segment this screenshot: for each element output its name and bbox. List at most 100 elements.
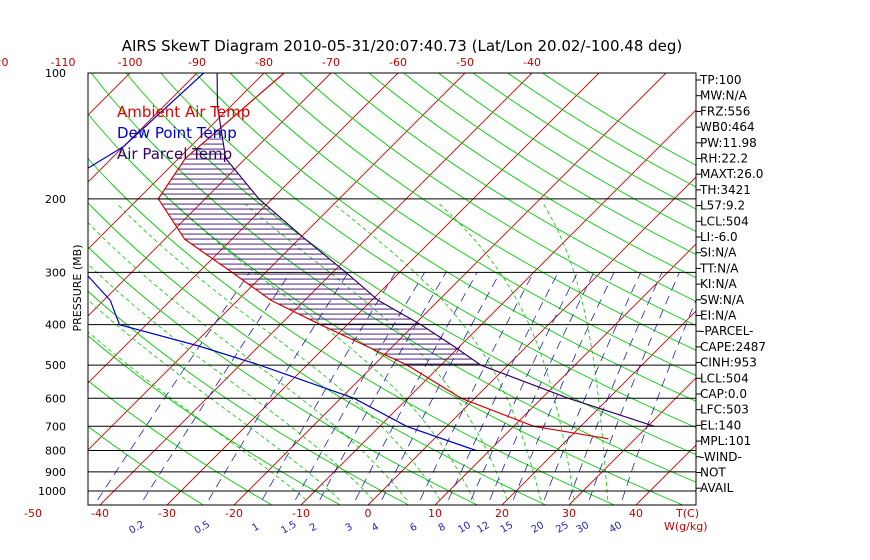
top-temp-tick-label: -100 xyxy=(118,56,143,69)
mixing-ratio-tick-label: 15 xyxy=(499,520,516,536)
y-axis-label: PRESSURE (MB) xyxy=(71,245,84,332)
isotherm-line xyxy=(367,176,696,505)
stats-item: MW:N/A xyxy=(700,89,748,103)
isotherm-line xyxy=(88,73,332,317)
stats-item: MPL:101 xyxy=(700,434,751,448)
top-temp-tick-label: -40 xyxy=(523,56,541,69)
mixing-ratio-tick-label: 12 xyxy=(475,520,492,536)
x-axis-label: T(C) xyxy=(675,507,699,520)
legend-entry: Air Parcel Temp xyxy=(117,145,232,163)
stats-item: AVAIL xyxy=(700,481,734,495)
mixing-ratio-line xyxy=(97,272,251,501)
dry-adiabat-line xyxy=(368,73,696,279)
legend-entry: Ambient Air Temp xyxy=(117,103,250,121)
mixing-ratio-tick-label: 6 xyxy=(408,521,419,534)
mixing-ratio-tick-label: 4 xyxy=(370,522,381,535)
mixing-ratio-line xyxy=(419,272,534,501)
mixing-ratio-tick-label: 0.5 xyxy=(193,519,212,536)
bottom-temp-tick-label: -10 xyxy=(292,507,310,520)
dewpoint-line xyxy=(88,73,477,452)
stats-item: TP:100 xyxy=(699,73,742,87)
mixing-ratio-tick-label: 1.5 xyxy=(279,519,298,536)
stats-item: -PARCEL- xyxy=(700,324,754,338)
dry-adiabat-line xyxy=(542,73,696,166)
moist-adiabat-line xyxy=(173,203,474,501)
stats-item: CAP:0.0 xyxy=(700,387,747,401)
bottom-temp-tick-label: 20 xyxy=(495,507,509,520)
mixing-ratio-tick-label: 20 xyxy=(530,520,547,536)
stats-item: SI:N/A xyxy=(700,246,737,260)
moist-adiabat-line xyxy=(116,203,441,501)
top-temp-tick-label: -80 xyxy=(255,56,273,69)
mixing-ratio-line xyxy=(588,272,680,501)
mixing-ratio-line xyxy=(355,272,478,501)
stats-item: MAXT:26.0 xyxy=(700,167,763,181)
stats-item: -WIND- xyxy=(700,450,742,464)
mixing-ratio-line xyxy=(381,272,501,501)
pressure-tick-label: 900 xyxy=(45,466,66,479)
legend: Ambient Air Temp Dew Point Temp Air Parcel… xyxy=(117,103,250,163)
dry-adiabat-line xyxy=(334,73,696,302)
bottom-temperature-axis: -50 -40 -30 -20 -10 0 10 20 30 40 xyxy=(24,507,643,520)
stats-item: EL:140 xyxy=(700,418,741,432)
stats-item: CAPE:2487 xyxy=(700,340,766,354)
moist-adiabat-line xyxy=(243,202,508,501)
dry-adiabat-line xyxy=(438,73,696,233)
moist-adiabat-line xyxy=(88,299,340,501)
stats-item: FRZ:556 xyxy=(700,104,750,118)
mixing-ratio-axis: 0.2 0.5 1 1.5 2 3 4 6 8 10 12 15 20 25 30 40 xyxy=(127,519,624,537)
stats-item: TT:N/A xyxy=(699,261,739,275)
cape-hatching xyxy=(158,133,480,365)
top-temp-tick-label: -90 xyxy=(188,56,206,69)
moist-adiabat-line xyxy=(438,203,575,500)
bottom-temp-tick-label: -20 xyxy=(225,507,243,520)
dry-adiabat-line xyxy=(88,335,341,505)
dry-adiabat-line xyxy=(195,73,696,402)
moist-adiabat-line xyxy=(332,202,541,500)
mixing-ratio-line xyxy=(470,272,578,501)
mixing-ratio-line xyxy=(621,298,696,501)
isotherm-line xyxy=(88,73,466,451)
dry-adiabat-line xyxy=(160,73,696,429)
dry-adiabat-line xyxy=(88,380,273,505)
bottom-temp-tick-label: 0 xyxy=(365,507,372,520)
ambient-temp-line xyxy=(157,73,609,440)
top-temp-tick-label: -50 xyxy=(456,56,474,69)
mixing-ratio-line xyxy=(143,272,291,501)
dry-adiabat-line xyxy=(472,73,696,210)
bottom-temp-tick-label: -40 xyxy=(91,507,109,520)
bottom-temp-tick-label: -30 xyxy=(158,507,176,520)
profile-lines xyxy=(88,73,655,452)
mixing-ratio-line xyxy=(543,272,642,501)
top-temp-tick-label: -110 xyxy=(51,56,76,69)
bottom-temp-tick-label: -50 xyxy=(24,507,42,520)
mixing-ratio-unit-label: W(g/kg) xyxy=(664,520,708,533)
dry-adiabat-line xyxy=(88,425,204,505)
mixing-ratio-line xyxy=(261,272,396,501)
stats-item: SW:N/A xyxy=(700,293,745,307)
mixing-ratio-tick-label: 8 xyxy=(437,521,448,534)
stats-item: NOT xyxy=(700,466,726,480)
legend-entry: Dew Point Temp xyxy=(117,124,237,142)
pressure-tick-label: 700 xyxy=(45,420,66,433)
mixing-ratio-tick-label: 40 xyxy=(607,520,624,536)
stats-item: PW:11.98 xyxy=(700,136,757,150)
isotherm-line xyxy=(0,73,63,505)
dry-adiabat-line xyxy=(125,73,696,456)
bottom-temp-tick-label: 10 xyxy=(428,507,442,520)
pressure-tick-label: 600 xyxy=(45,392,66,405)
bottom-temp-tick-label: 30 xyxy=(562,507,576,520)
mixing-ratio-tick-label: 25 xyxy=(554,520,571,536)
stats-item: TH:3421 xyxy=(699,183,751,197)
pressure-tick-label: 500 xyxy=(45,359,66,372)
stats-item: WB0:464 xyxy=(700,120,755,134)
stats-item: CINH:953 xyxy=(700,356,757,370)
isotherm-line xyxy=(166,73,600,505)
dry-adiabat-line xyxy=(88,246,478,505)
top-temp-tick-label: -120 xyxy=(0,56,8,69)
dry-adiabat-line xyxy=(229,73,696,376)
mixing-ratio-line xyxy=(208,272,349,501)
mixing-ratio-tick-label: 2 xyxy=(308,521,319,534)
